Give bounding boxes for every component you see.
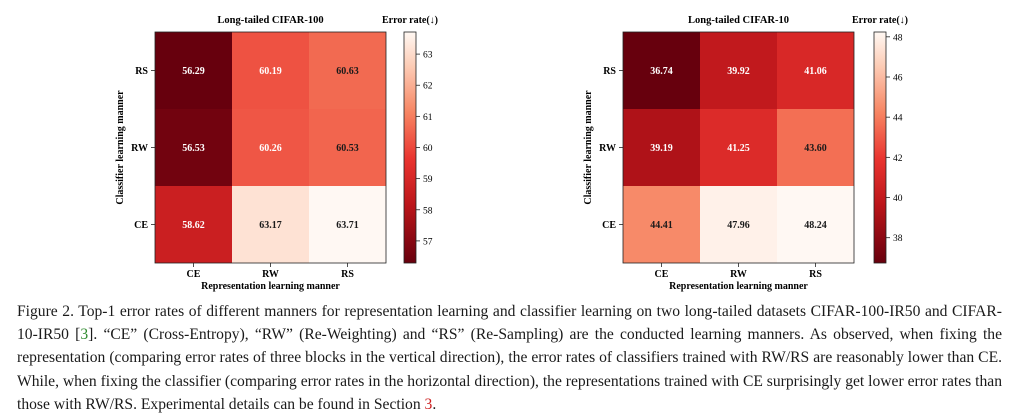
heatmap-cifar10: Long-tailed CIFAR-10 36.74 39.92 41.06 39.19… [583,15,908,292]
cell-value-label: 56.53 [182,143,205,154]
x-tick-label: RW [262,269,279,280]
colorbar-tick-label: 60 [423,144,433,154]
heatmap-cell [232,109,309,186]
x-axis-label: Representation learning manner [201,281,340,292]
figure-caption: Figure 2. Top-1 error rates of different… [17,300,1002,416]
heatmap-cell [155,186,232,263]
heatmap-cell [623,186,700,263]
cell-value-label: 36.74 [650,66,673,77]
y-tick-label: RS [135,66,148,77]
colorbar-tick-label: 38 [893,234,903,244]
heatmap-cell [623,32,700,109]
x-tick-label: RS [341,269,354,280]
cell-value-label: 39.92 [727,66,750,77]
section-link[interactable]: 3 [424,395,433,413]
colorbar-tick-label: 63 [423,51,433,61]
caption-text-2: ]. “CE” (Cross-Entropy), “RW” (Re-Weight… [17,326,1002,413]
x-axis-label: Representation learning manner [669,281,808,292]
colorbar-tick-label: 61 [423,113,433,123]
x-tick-label: RS [809,269,822,280]
colorbar-tick-label: 57 [423,237,433,247]
caption-text-1: Figure 2. Top-1 error rates of different… [17,303,1002,344]
figure-heatmaps: Long-tailed CIFAR-100 56.29 60.19 60.63 56.5… [115,15,908,292]
x-tick-label: RW [730,269,747,280]
cell-value-label: 60.53 [336,143,359,154]
cell-value-label: 63.71 [336,220,359,231]
colorbar-tick-label: 44 [893,114,903,124]
y-tick-label: RW [131,143,148,154]
colorbar-tick-label: 40 [893,194,903,204]
y-axis-label: Classifier learning manner [115,90,126,205]
heatmap-cell [777,32,854,109]
chart-title: Long-tailed CIFAR-100 [217,15,323,26]
cell-value-label: 44.41 [650,220,673,231]
cell-value-label: 39.19 [650,143,673,154]
cell-value-label: 60.19 [259,66,282,77]
y-tick-label: CE [602,220,616,231]
x-tick-label: CE [187,269,201,280]
cell-value-label: 63.17 [259,220,282,231]
cell-value-label: 48.24 [804,220,827,231]
cell-value-label: 41.06 [804,66,827,77]
citation-link[interactable]: 3 [80,326,89,344]
y-tick-label: RS [603,66,616,77]
heatmap-cell [155,32,232,109]
cell-value-label: 56.29 [182,66,205,77]
heatmap-cell [777,186,854,263]
heatmap-cell [309,186,386,263]
heatmap-cell [232,186,309,263]
colorbar-tick-label: 59 [423,175,433,185]
heatmap-cell [700,186,777,263]
colorbar-tick-label: 58 [423,206,433,216]
heatmap-cell [309,32,386,109]
heatmap-cell [232,32,309,109]
heatmap-cell [155,109,232,186]
colorbar-tick-label: 62 [423,82,433,92]
colorbar [873,31,887,264]
heatmap-cell [309,109,386,186]
x-tick-label: CE [655,269,669,280]
colorbar-label: Error rate(↓) [382,15,438,26]
colorbar-tick-label: 46 [893,73,903,83]
caption-text-3: . [432,395,437,413]
cell-value-label: 43.60 [804,143,827,154]
colorbar [403,31,417,264]
heatmap-cell [700,109,777,186]
cell-value-label: 58.62 [182,220,205,231]
chart-title: Long-tailed CIFAR-10 [688,15,789,26]
colorbar-tick-label: 48 [893,33,903,43]
cell-value-label: 41.25 [727,143,750,154]
y-tick-label: RW [599,143,616,154]
cell-value-label: 47.96 [727,220,750,231]
heatmap-cifar100: Long-tailed CIFAR-100 56.29 60.19 60.63 56.5… [115,15,438,292]
heatmap-cell [700,32,777,109]
cell-value-label: 60.26 [259,143,282,154]
colorbar-label: Error rate(↓) [852,15,908,26]
heatmap-cell [623,109,700,186]
colorbar-tick-label: 42 [893,154,903,164]
heatmap-cell [777,109,854,186]
cell-value-label: 60.63 [336,66,359,77]
y-axis-label: Classifier learning manner [583,90,594,205]
y-tick-label: CE [134,220,148,231]
